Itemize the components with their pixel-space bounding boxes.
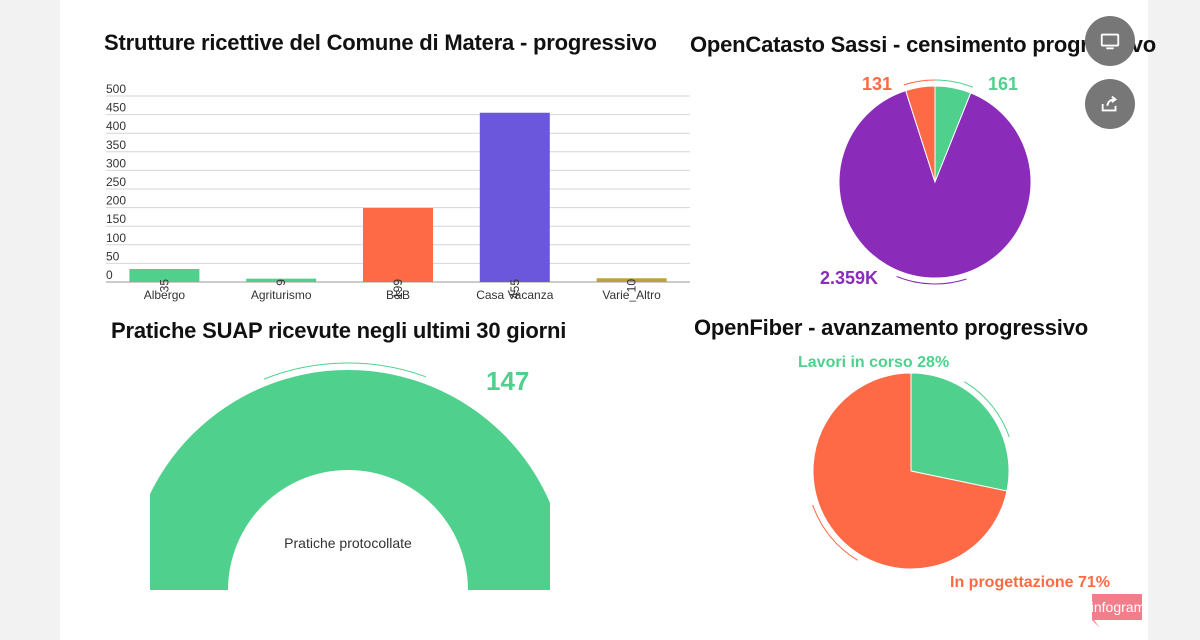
slice-label: 131 bbox=[862, 74, 892, 94]
slice-leader bbox=[934, 79, 974, 88]
bar-data-label: 9 bbox=[274, 279, 288, 286]
y-tick-label: 400 bbox=[106, 119, 126, 133]
y-tick-label: 0 bbox=[106, 268, 113, 282]
gauge-arc bbox=[150, 370, 550, 590]
pie2-chart: Lavori in corso 28% In progettazione 71% bbox=[798, 354, 1110, 591]
x-tick-label: Agriturismo bbox=[251, 288, 312, 302]
x-tick-label: Varie_Altro bbox=[602, 288, 661, 302]
brand-logo-text: infogram bbox=[1092, 599, 1142, 615]
bar bbox=[363, 207, 433, 282]
slice-leader bbox=[903, 79, 936, 86]
share-icon bbox=[1099, 93, 1121, 115]
y-tick-label: 450 bbox=[106, 101, 126, 115]
bar bbox=[246, 278, 317, 282]
slice-leader bbox=[812, 504, 858, 561]
y-tick-label: 350 bbox=[106, 138, 126, 152]
pie-slice bbox=[812, 372, 1008, 570]
y-tick-label: 300 bbox=[106, 156, 126, 170]
slice-label: 161 bbox=[988, 74, 1018, 94]
pie1-title: OpenCatasto Sassi - censimento progressi… bbox=[690, 32, 1156, 57]
brand-badge-bg bbox=[1092, 594, 1142, 628]
gauge-value: 147 bbox=[486, 366, 529, 396]
x-tick-label: B&B bbox=[386, 288, 410, 302]
fullscreen-button[interactable] bbox=[1085, 16, 1135, 66]
slice-label: In progettazione 71% bbox=[950, 574, 1110, 591]
bar-data-label: 455 bbox=[508, 279, 522, 299]
y-tick-label: 100 bbox=[106, 231, 126, 245]
bar-chart-title: Strutture ricettive del Comune di Matera… bbox=[104, 30, 657, 55]
bar bbox=[596, 278, 667, 282]
bar bbox=[479, 112, 550, 282]
y-tick-label: 150 bbox=[106, 212, 126, 226]
pie1-chart: 161 2.359K 131 bbox=[820, 74, 1032, 288]
pie-slice bbox=[905, 85, 936, 183]
y-tick-label: 50 bbox=[106, 249, 120, 263]
bar-data-label: 10 bbox=[625, 279, 639, 293]
slice-leader bbox=[896, 276, 967, 285]
slice-label: Lavori in corso 28% bbox=[798, 354, 949, 371]
slice-label: 2.359K bbox=[820, 268, 878, 288]
monitor-icon bbox=[1099, 30, 1121, 52]
infogram-badge[interactable]: infogram bbox=[1091, 594, 1145, 639]
slice-leader bbox=[964, 381, 1010, 438]
bar-data-label: 199 bbox=[391, 279, 405, 299]
dashboard: Strutture ricettive del Comune di Matera… bbox=[60, 0, 1156, 640]
pie-slice bbox=[838, 89, 1032, 279]
pie2-title: OpenFiber - avanzamento progressivo bbox=[694, 315, 1088, 340]
y-tick-label: 250 bbox=[106, 175, 126, 189]
x-tick-label: Casa Vacanza bbox=[476, 288, 553, 302]
gauge-label: Pratiche protocollate bbox=[284, 535, 412, 551]
y-tick-label: 200 bbox=[106, 194, 126, 208]
gauge-title: Pratiche SUAP ricevute negli ultimi 30 g… bbox=[111, 318, 567, 343]
y-tick-label: 500 bbox=[106, 82, 126, 96]
gauge-leader bbox=[263, 362, 427, 380]
share-button[interactable] bbox=[1085, 79, 1135, 129]
pie-slice bbox=[910, 372, 1010, 492]
bar bbox=[129, 268, 200, 282]
gauge-chart: 147 Pratiche protocollate bbox=[150, 362, 550, 590]
x-tick-label: Albergo bbox=[144, 288, 186, 302]
bar-data-label: 35 bbox=[157, 279, 171, 293]
